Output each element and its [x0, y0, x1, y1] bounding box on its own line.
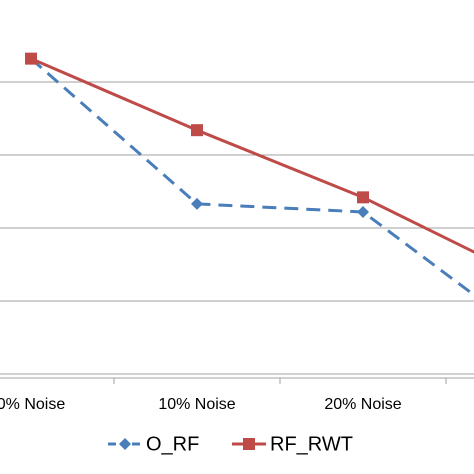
series-line — [30, 57, 474, 297]
point — [357, 205, 369, 218]
legend: O_RF RF_RWT — [108, 433, 353, 455]
point — [191, 197, 203, 210]
legend-marker — [243, 438, 255, 450]
point — [25, 52, 37, 65]
legend-marker — [119, 438, 131, 450]
point — [191, 124, 203, 137]
point — [357, 191, 369, 204]
x-tick-label: 10% Noise — [158, 396, 235, 413]
legend-label: RF_RWT — [270, 433, 353, 455]
x-tick-label: 20% Noise — [324, 396, 401, 413]
series-line — [30, 57, 474, 254]
legend-label: O_RF — [146, 433, 199, 455]
x-tick-label: 0% Noise — [0, 396, 65, 413]
